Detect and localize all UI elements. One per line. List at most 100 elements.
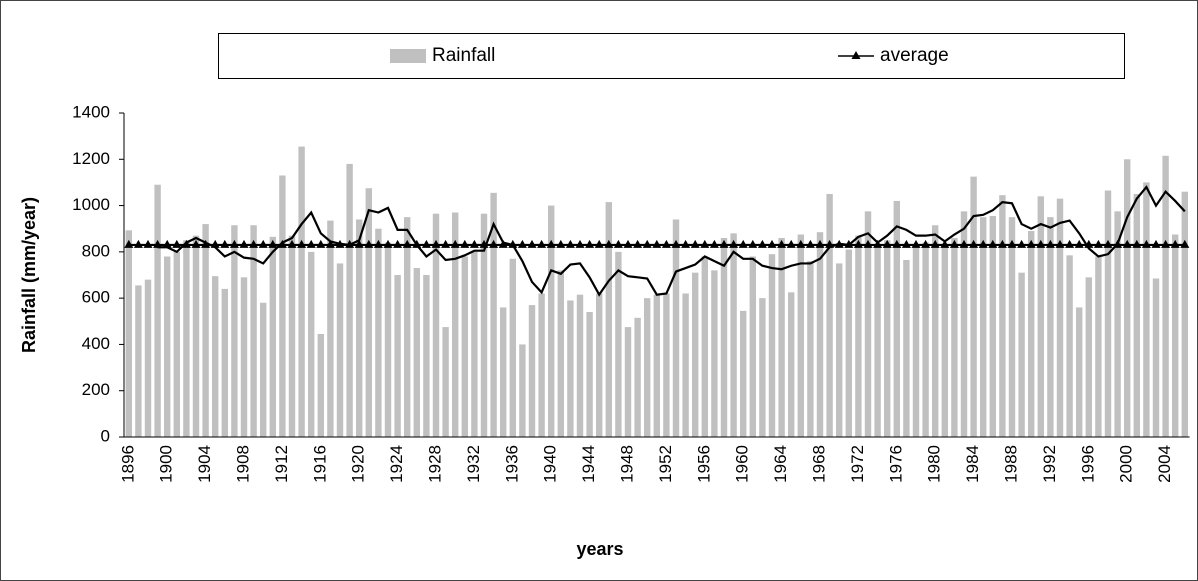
bar (1162, 155, 1169, 438)
marker (777, 239, 787, 248)
bar (221, 288, 228, 437)
marker (537, 239, 547, 248)
marker (220, 239, 230, 248)
y-tick-label: 600 (82, 288, 110, 307)
bar (298, 146, 305, 438)
marker (277, 239, 287, 248)
bar (663, 293, 670, 437)
bar (250, 225, 257, 437)
marker (469, 239, 479, 248)
line (157, 185, 1186, 297)
bar (231, 225, 238, 437)
marker (748, 239, 758, 248)
marker (162, 239, 172, 248)
marker (229, 239, 239, 248)
marker (1055, 239, 1065, 248)
bar (624, 327, 632, 437)
bar (423, 275, 430, 437)
marker (642, 239, 652, 248)
bar (375, 228, 382, 437)
marker (901, 239, 911, 248)
bar (1066, 255, 1073, 437)
marker (239, 239, 249, 248)
bar (903, 259, 910, 437)
marker (1026, 239, 1036, 248)
bar (308, 251, 315, 437)
bar (749, 256, 756, 437)
bar (548, 205, 555, 437)
marker (825, 239, 835, 248)
bar (164, 256, 171, 437)
marker (709, 239, 719, 248)
marker (383, 239, 393, 248)
bar (778, 237, 785, 437)
marker (489, 239, 499, 248)
x-tick-label: 1988 (1001, 445, 1020, 483)
marker (517, 239, 527, 248)
bar (720, 237, 728, 437)
marker (575, 239, 585, 248)
marker (556, 239, 566, 248)
x-tick-label: 1936 (502, 445, 521, 483)
bar (346, 163, 353, 437)
bar (768, 254, 776, 437)
legend-swatch (390, 49, 426, 63)
x-axis-title: years (576, 539, 623, 559)
bar (471, 251, 478, 437)
marker (153, 239, 163, 248)
bar (413, 268, 420, 437)
y-tick-label: 400 (82, 334, 110, 353)
bar (711, 270, 718, 437)
bar (1085, 277, 1092, 437)
legend-label: average (880, 45, 949, 66)
marker (978, 239, 988, 248)
marker (249, 239, 259, 248)
bar (519, 344, 526, 437)
bar (432, 213, 440, 437)
bar (586, 312, 593, 437)
marker (335, 239, 345, 248)
bar (1181, 191, 1188, 437)
marker (815, 239, 825, 248)
marker (1151, 239, 1161, 248)
marker (364, 239, 374, 248)
marker (1122, 239, 1132, 248)
y-tick-label: 0 (101, 426, 110, 445)
bar (759, 298, 766, 437)
marker (431, 239, 441, 248)
x-tick-label: 1908 (233, 445, 252, 483)
marker (191, 239, 201, 248)
x-tick-label: 1900 (157, 445, 176, 483)
bar (932, 225, 939, 437)
bar (500, 307, 507, 437)
x-tick-label: 1980 (925, 445, 944, 483)
marker (479, 239, 489, 248)
x-tick-label: 1992 (1040, 445, 1059, 483)
bar (135, 285, 142, 437)
bar (557, 270, 564, 437)
bar (212, 276, 219, 437)
marker (834, 239, 844, 248)
marker (585, 239, 595, 248)
bar (173, 251, 180, 437)
bar (442, 327, 449, 437)
bar (1172, 234, 1179, 437)
marker (1007, 239, 1017, 248)
marker (594, 239, 604, 248)
bar (1133, 194, 1140, 437)
bar (317, 334, 324, 437)
x-tick-label: 1904 (195, 445, 214, 483)
bar (509, 258, 516, 437)
bar (240, 277, 248, 437)
marker (1084, 239, 1094, 248)
bar (260, 302, 267, 437)
bar (893, 200, 900, 437)
bar (605, 202, 612, 437)
marker (930, 239, 940, 248)
x-tick-label: 1956 (694, 445, 713, 483)
x-tick-label: 1928 (425, 445, 444, 483)
bar (404, 217, 411, 437)
bar (730, 233, 737, 437)
bar (1047, 217, 1054, 437)
